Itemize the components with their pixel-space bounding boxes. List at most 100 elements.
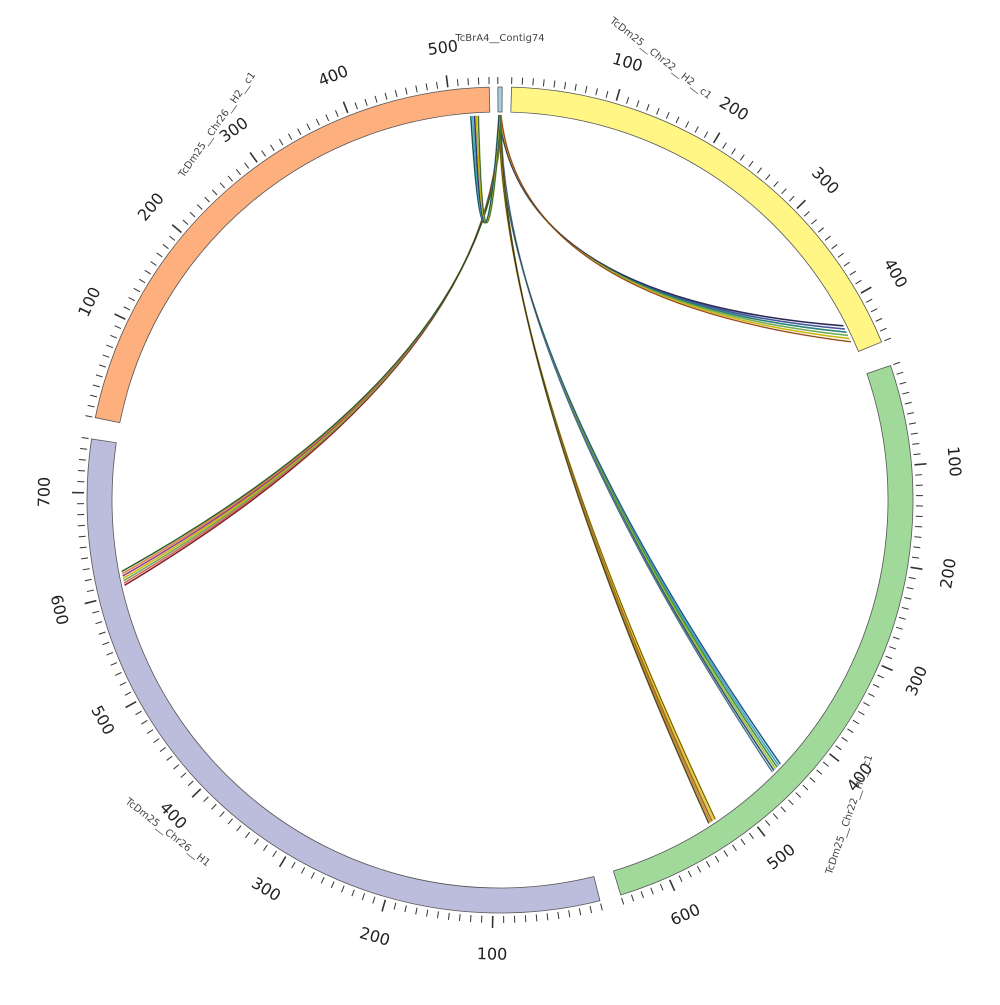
minor-tick <box>80 547 87 548</box>
minor-tick <box>395 90 397 97</box>
tick-label: 100 <box>610 49 645 76</box>
minor-tick <box>136 711 142 715</box>
minor-tick <box>139 279 145 283</box>
minor-tick <box>426 83 427 90</box>
major-tick <box>250 153 257 163</box>
tick-label: 500 <box>426 36 459 59</box>
minor-tick <box>110 335 116 338</box>
minor-tick <box>724 851 728 857</box>
major-tick <box>382 900 385 912</box>
minor-tick <box>543 79 544 86</box>
major-tick <box>616 89 619 101</box>
minor-tick <box>554 81 555 88</box>
minor-tick <box>321 877 324 883</box>
tick-label: 200 <box>358 923 393 950</box>
minor-tick <box>676 117 679 123</box>
minor-tick <box>579 908 580 915</box>
link-ribbon-chr22h1 <box>500 115 777 767</box>
minor-tick <box>774 181 779 186</box>
minor-tick <box>858 711 864 715</box>
link-ribbon-chr22h1 <box>499 115 780 764</box>
link-ribbon-chr26h1 <box>123 115 501 576</box>
minor-tick <box>914 537 921 538</box>
minor-tick <box>804 212 809 217</box>
minor-tick <box>838 253 844 257</box>
minor-tick <box>803 785 808 790</box>
minor-tick <box>905 402 912 404</box>
minor-tick <box>697 866 700 872</box>
minor-tick <box>732 149 736 155</box>
segments-layer <box>87 87 913 913</box>
major-tick <box>446 75 448 87</box>
minor-tick <box>270 145 274 151</box>
link-ribbon-chr22h1 <box>501 115 711 822</box>
major-tick <box>115 314 126 319</box>
minor-tick <box>307 124 310 130</box>
minor-tick <box>416 908 417 915</box>
labels-layer: TcBrA4__Contig74100200300400TcDm25__Chr2… <box>34 15 965 964</box>
minor-tick <box>688 871 691 877</box>
minor-tick <box>868 693 874 696</box>
link-edge <box>499 115 780 764</box>
tick-label: 400 <box>315 61 350 90</box>
tick-label: 700 <box>34 477 54 508</box>
minor-tick <box>394 903 396 910</box>
minor-tick <box>212 190 217 195</box>
minor-tick <box>569 910 570 917</box>
minor-tick <box>660 884 663 890</box>
minor-tick <box>115 326 121 329</box>
minor-tick <box>631 895 633 902</box>
minor-tick <box>141 720 147 724</box>
minor-tick <box>811 220 816 225</box>
minor-tick <box>666 112 669 118</box>
minor-tick <box>706 861 709 867</box>
minor-tick <box>459 914 460 921</box>
minor-tick <box>83 569 90 570</box>
minor-tick <box>111 663 117 666</box>
minor-tick <box>92 611 99 613</box>
minor-tick <box>147 730 153 734</box>
major-tick <box>714 133 720 143</box>
minor-tick <box>326 115 329 121</box>
segment-name-contig74: TcBrA4__Contig74 <box>454 33 544 44</box>
minor-tick <box>904 597 911 599</box>
minor-tick <box>385 93 387 100</box>
minor-tick <box>236 169 240 174</box>
minor-tick <box>889 647 896 649</box>
tick-label: 300 <box>248 873 284 905</box>
minor-tick <box>96 375 103 377</box>
tick-label: 200 <box>936 557 960 590</box>
link-ribbon-chr22h1 <box>499 115 713 820</box>
minor-tick <box>88 405 95 407</box>
minor-tick <box>106 345 113 348</box>
minor-tick <box>741 839 745 845</box>
tick-label: 500 <box>87 702 118 738</box>
minor-tick <box>733 845 737 851</box>
minor-tick <box>220 812 225 817</box>
minor-tick <box>245 163 249 169</box>
minor-tick <box>886 656 892 659</box>
tick-label: 300 <box>902 663 932 699</box>
minor-tick <box>288 134 292 140</box>
minor-tick <box>907 413 914 414</box>
minor-tick <box>163 244 169 248</box>
minor-tick <box>124 307 130 310</box>
minor-tick <box>902 392 909 394</box>
tick-label: 200 <box>716 93 752 125</box>
minor-tick <box>85 579 92 580</box>
minor-tick <box>866 299 872 302</box>
minor-tick <box>427 910 428 917</box>
minor-tick <box>902 607 909 609</box>
minor-tick <box>355 103 357 110</box>
minor-tick <box>405 905 407 912</box>
minor-tick <box>468 78 469 85</box>
minor-tick <box>850 271 856 275</box>
minor-tick <box>437 82 438 89</box>
minor-tick <box>365 99 367 106</box>
minor-tick <box>169 236 174 240</box>
minor-tick <box>79 536 86 537</box>
tick-label: 600 <box>47 593 73 627</box>
minor-tick <box>818 228 823 233</box>
